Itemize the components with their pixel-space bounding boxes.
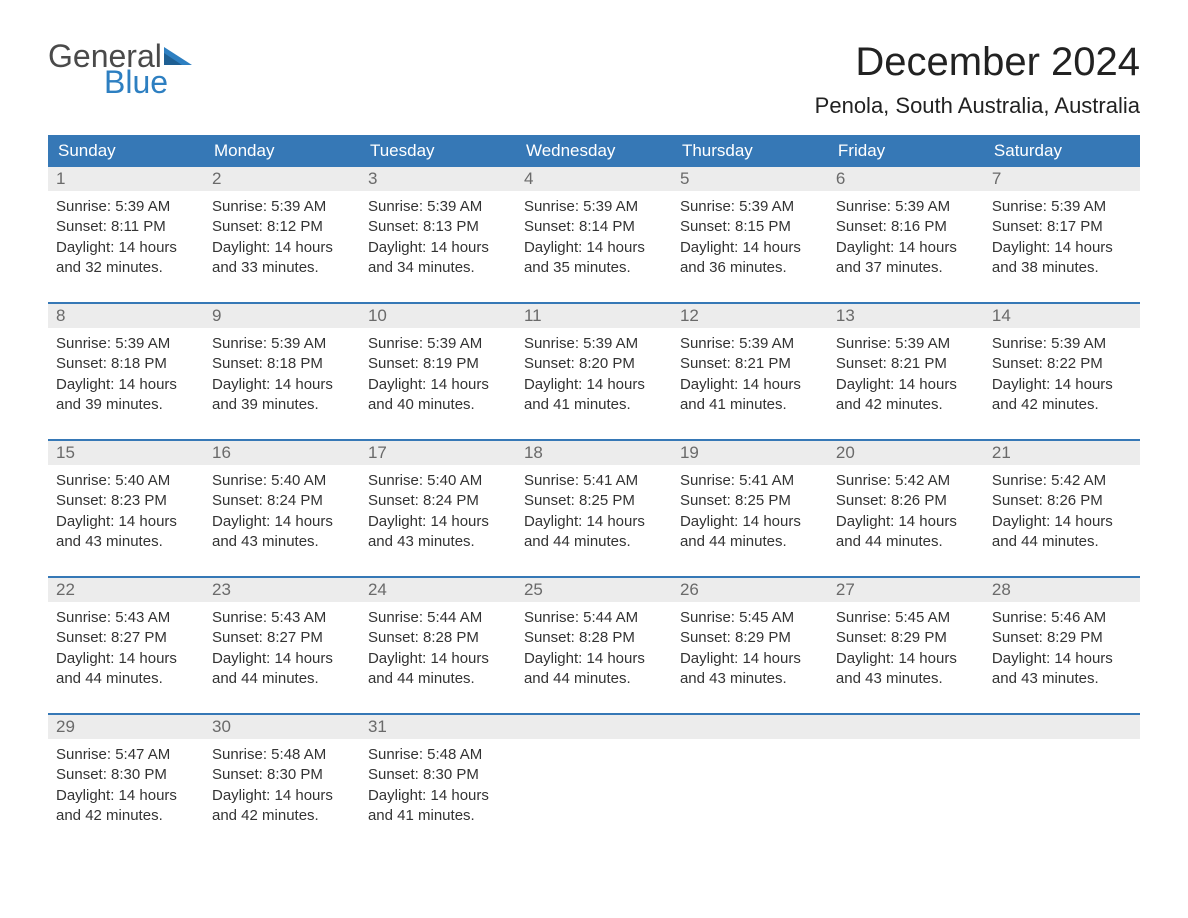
logo-word2: Blue xyxy=(104,66,192,98)
day-number-cell: 10 xyxy=(360,304,516,328)
location: Penola, South Australia, Australia xyxy=(815,93,1140,119)
day-number-cell: 13 xyxy=(828,304,984,328)
day-detail-cell: Sunrise: 5:39 AMSunset: 8:15 PMDaylight:… xyxy=(672,191,828,303)
day-detail-cell: Sunrise: 5:45 AMSunset: 8:29 PMDaylight:… xyxy=(828,602,984,714)
dow-header: Tuesday xyxy=(360,135,516,167)
logo-flag-icon xyxy=(164,47,192,67)
day-detail-cell: Sunrise: 5:40 AMSunset: 8:23 PMDaylight:… xyxy=(48,465,204,577)
day-number-row: 15161718192021 xyxy=(48,441,1140,465)
day-detail-cell: Sunrise: 5:39 AMSunset: 8:21 PMDaylight:… xyxy=(828,328,984,440)
day-detail-row: Sunrise: 5:39 AMSunset: 8:11 PMDaylight:… xyxy=(48,191,1140,303)
day-detail-cell: Sunrise: 5:48 AMSunset: 8:30 PMDaylight:… xyxy=(204,739,360,850)
day-detail-cell xyxy=(672,739,828,850)
day-detail-cell: Sunrise: 5:44 AMSunset: 8:28 PMDaylight:… xyxy=(360,602,516,714)
day-detail-cell: Sunrise: 5:39 AMSunset: 8:13 PMDaylight:… xyxy=(360,191,516,303)
day-number-cell: 24 xyxy=(360,578,516,602)
day-number-cell: 15 xyxy=(48,441,204,465)
day-number-cell: 4 xyxy=(516,167,672,191)
day-detail-cell: Sunrise: 5:42 AMSunset: 8:26 PMDaylight:… xyxy=(984,465,1140,577)
day-number-cell: 1 xyxy=(48,167,204,191)
day-detail-cell xyxy=(984,739,1140,850)
day-number-cell: 6 xyxy=(828,167,984,191)
day-number-cell: 22 xyxy=(48,578,204,602)
day-detail-cell: Sunrise: 5:41 AMSunset: 8:25 PMDaylight:… xyxy=(516,465,672,577)
day-number-cell: 12 xyxy=(672,304,828,328)
day-number-cell: 5 xyxy=(672,167,828,191)
day-detail-cell: Sunrise: 5:39 AMSunset: 8:16 PMDaylight:… xyxy=(828,191,984,303)
day-number-cell: 28 xyxy=(984,578,1140,602)
day-detail-cell: Sunrise: 5:44 AMSunset: 8:28 PMDaylight:… xyxy=(516,602,672,714)
logo: General Blue xyxy=(48,40,192,98)
dow-header: Thursday xyxy=(672,135,828,167)
day-number-row: 891011121314 xyxy=(48,304,1140,328)
day-number-cell: 25 xyxy=(516,578,672,602)
day-detail-cell: Sunrise: 5:40 AMSunset: 8:24 PMDaylight:… xyxy=(204,465,360,577)
dow-header: Wednesday xyxy=(516,135,672,167)
day-number-cell xyxy=(984,715,1140,739)
day-detail-row: Sunrise: 5:43 AMSunset: 8:27 PMDaylight:… xyxy=(48,602,1140,714)
day-detail-row: Sunrise: 5:39 AMSunset: 8:18 PMDaylight:… xyxy=(48,328,1140,440)
day-detail-row: Sunrise: 5:40 AMSunset: 8:23 PMDaylight:… xyxy=(48,465,1140,577)
day-number-cell: 18 xyxy=(516,441,672,465)
day-detail-cell: Sunrise: 5:43 AMSunset: 8:27 PMDaylight:… xyxy=(48,602,204,714)
day-number-cell: 31 xyxy=(360,715,516,739)
day-detail-cell: Sunrise: 5:39 AMSunset: 8:12 PMDaylight:… xyxy=(204,191,360,303)
day-number-cell: 2 xyxy=(204,167,360,191)
day-detail-cell: Sunrise: 5:39 AMSunset: 8:21 PMDaylight:… xyxy=(672,328,828,440)
dow-header: Monday xyxy=(204,135,360,167)
day-number-row: 1234567 xyxy=(48,167,1140,191)
day-detail-cell: Sunrise: 5:45 AMSunset: 8:29 PMDaylight:… xyxy=(672,602,828,714)
day-detail-cell: Sunrise: 5:39 AMSunset: 8:19 PMDaylight:… xyxy=(360,328,516,440)
dow-header: Friday xyxy=(828,135,984,167)
day-detail-cell: Sunrise: 5:43 AMSunset: 8:27 PMDaylight:… xyxy=(204,602,360,714)
day-number-cell: 11 xyxy=(516,304,672,328)
day-number-row: 293031 xyxy=(48,715,1140,739)
day-detail-cell: Sunrise: 5:39 AMSunset: 8:18 PMDaylight:… xyxy=(48,328,204,440)
day-detail-cell: Sunrise: 5:42 AMSunset: 8:26 PMDaylight:… xyxy=(828,465,984,577)
day-detail-cell: Sunrise: 5:39 AMSunset: 8:17 PMDaylight:… xyxy=(984,191,1140,303)
day-number-cell: 29 xyxy=(48,715,204,739)
day-number-cell xyxy=(828,715,984,739)
day-detail-row: Sunrise: 5:47 AMSunset: 8:30 PMDaylight:… xyxy=(48,739,1140,850)
day-detail-cell: Sunrise: 5:39 AMSunset: 8:22 PMDaylight:… xyxy=(984,328,1140,440)
day-number-cell: 7 xyxy=(984,167,1140,191)
day-number-cell: 17 xyxy=(360,441,516,465)
day-number-cell: 9 xyxy=(204,304,360,328)
day-detail-cell xyxy=(516,739,672,850)
day-number-cell: 3 xyxy=(360,167,516,191)
day-number-cell: 16 xyxy=(204,441,360,465)
day-number-cell: 23 xyxy=(204,578,360,602)
calendar-table: Sunday Monday Tuesday Wednesday Thursday… xyxy=(48,135,1140,850)
day-number-cell: 20 xyxy=(828,441,984,465)
day-number-cell: 21 xyxy=(984,441,1140,465)
dow-header: Saturday xyxy=(984,135,1140,167)
day-number-cell: 30 xyxy=(204,715,360,739)
dow-header: Sunday xyxy=(48,135,204,167)
day-detail-cell: Sunrise: 5:39 AMSunset: 8:18 PMDaylight:… xyxy=(204,328,360,440)
day-detail-cell: Sunrise: 5:41 AMSunset: 8:25 PMDaylight:… xyxy=(672,465,828,577)
day-number-cell: 8 xyxy=(48,304,204,328)
day-number-cell: 19 xyxy=(672,441,828,465)
day-number-cell: 14 xyxy=(984,304,1140,328)
month-title: December 2024 xyxy=(815,40,1140,85)
day-number-cell: 27 xyxy=(828,578,984,602)
day-number-row: 22232425262728 xyxy=(48,578,1140,602)
day-number-cell xyxy=(672,715,828,739)
day-detail-cell: Sunrise: 5:40 AMSunset: 8:24 PMDaylight:… xyxy=(360,465,516,577)
day-detail-cell: Sunrise: 5:39 AMSunset: 8:14 PMDaylight:… xyxy=(516,191,672,303)
day-number-cell xyxy=(516,715,672,739)
day-number-cell: 26 xyxy=(672,578,828,602)
day-detail-cell xyxy=(828,739,984,850)
day-detail-cell: Sunrise: 5:39 AMSunset: 8:20 PMDaylight:… xyxy=(516,328,672,440)
day-detail-cell: Sunrise: 5:48 AMSunset: 8:30 PMDaylight:… xyxy=(360,739,516,850)
day-detail-cell: Sunrise: 5:47 AMSunset: 8:30 PMDaylight:… xyxy=(48,739,204,850)
day-detail-cell: Sunrise: 5:39 AMSunset: 8:11 PMDaylight:… xyxy=(48,191,204,303)
day-detail-cell: Sunrise: 5:46 AMSunset: 8:29 PMDaylight:… xyxy=(984,602,1140,714)
day-of-week-row: Sunday Monday Tuesday Wednesday Thursday… xyxy=(48,135,1140,167)
